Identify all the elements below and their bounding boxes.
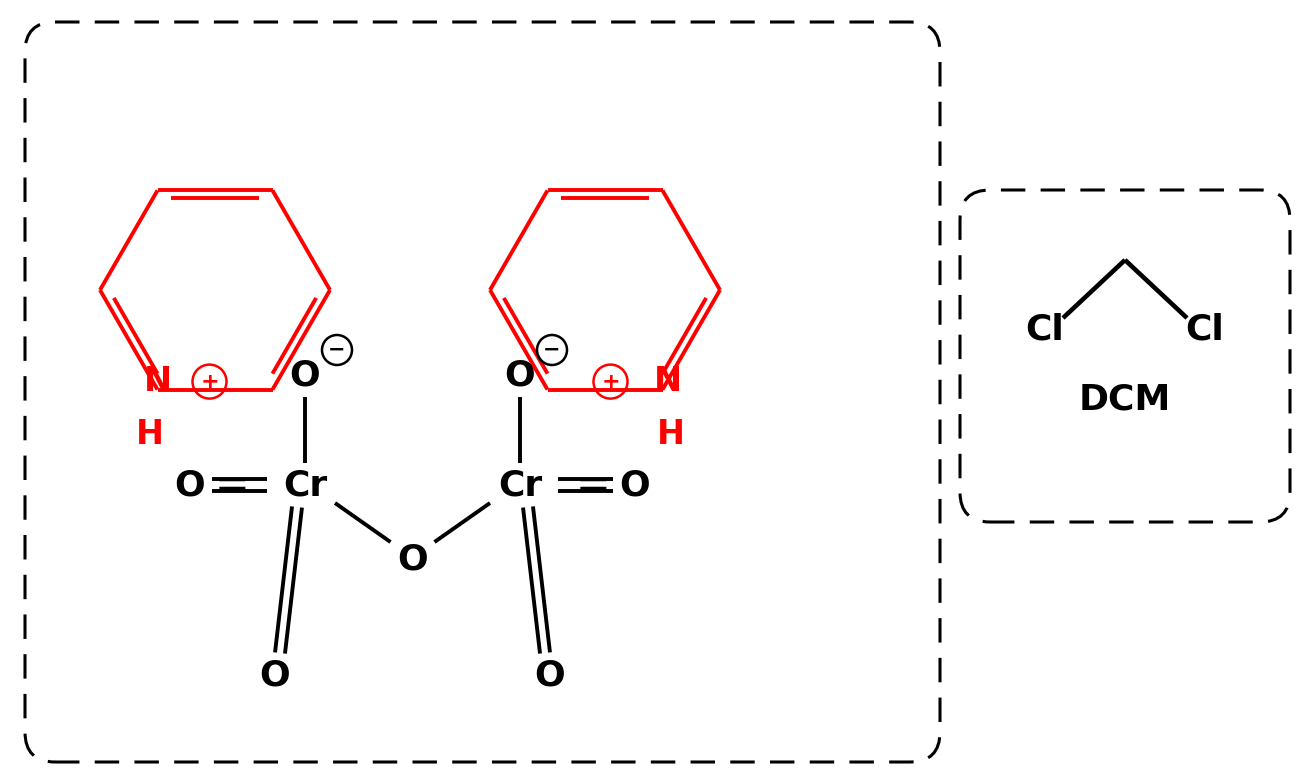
Text: +: + <box>200 371 218 392</box>
Text: Cr: Cr <box>283 468 328 502</box>
Text: −: − <box>544 340 561 360</box>
Text: O: O <box>259 658 291 692</box>
Text: O: O <box>620 468 650 502</box>
Text: Cr: Cr <box>497 468 542 502</box>
Text: H: H <box>136 418 163 451</box>
Text: H: H <box>657 418 684 451</box>
Text: O: O <box>290 358 320 392</box>
Text: Cl: Cl <box>1025 313 1065 347</box>
Text: +: + <box>601 371 620 392</box>
Text: Cl: Cl <box>1186 313 1224 347</box>
Text: N: N <box>654 365 682 398</box>
Text: O: O <box>397 543 428 577</box>
Text: O: O <box>175 468 205 502</box>
Text: O: O <box>534 658 566 692</box>
Text: =: = <box>575 464 611 506</box>
Text: O: O <box>504 358 536 392</box>
Text: N: N <box>143 365 171 398</box>
Text: DCM: DCM <box>1079 383 1171 417</box>
Text: =: = <box>215 464 249 506</box>
Text: −: − <box>328 340 346 360</box>
